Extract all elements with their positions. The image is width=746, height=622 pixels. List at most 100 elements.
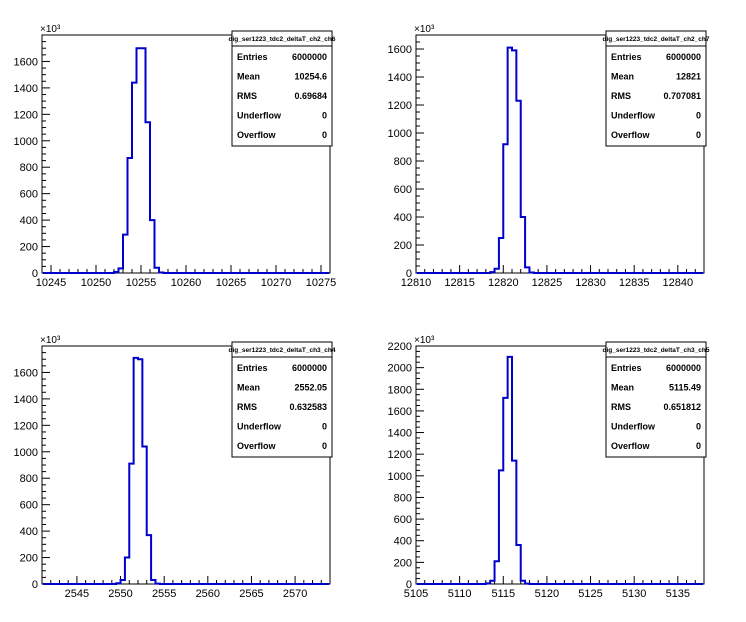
y-tick-label: 600 bbox=[20, 189, 38, 201]
stats-title: dig_ser1223_tdc2_deltaT_ch2_ch7 bbox=[603, 36, 710, 43]
y-tick-label: 0 bbox=[32, 268, 38, 280]
stats-value-mean: 2552.05 bbox=[294, 383, 327, 393]
y-tick-label: 0 bbox=[406, 579, 412, 591]
x-tick-label: 5135 bbox=[666, 588, 690, 600]
stats-key-overflow: Overflow bbox=[611, 130, 651, 140]
x-tick-label: 2545 bbox=[65, 588, 89, 600]
x-tick-label: 5110 bbox=[448, 588, 472, 600]
stats-value-overflow: 0 bbox=[322, 130, 327, 140]
x-tick-label: 2565 bbox=[239, 588, 263, 600]
x-tick-label: 10270 bbox=[261, 277, 292, 289]
y-tick-label: 1400 bbox=[388, 72, 412, 84]
x-tick-label: 12840 bbox=[663, 277, 694, 289]
y-tick-label: 1000 bbox=[388, 471, 412, 483]
y-tick-label: 400 bbox=[394, 536, 412, 548]
y-tick-label: 200 bbox=[394, 240, 412, 252]
stats-key-rms: RMS bbox=[611, 402, 631, 412]
stats-value-underflow: 0 bbox=[696, 111, 701, 121]
stats-value-overflow: 0 bbox=[322, 441, 327, 451]
stats-title: dig_ser1223_tdc2_deltaT_ch3_ch4 bbox=[229, 347, 336, 354]
stats-key-mean: Mean bbox=[237, 72, 260, 82]
x-tick-label: 2560 bbox=[196, 588, 220, 600]
stats-key-rms: RMS bbox=[237, 402, 257, 412]
stats-key-entries: Entries bbox=[237, 52, 268, 62]
y-tick-label: 1200 bbox=[388, 449, 412, 461]
x-tick-label: 12815 bbox=[444, 277, 475, 289]
histogram-line bbox=[43, 47, 329, 274]
y-tick-label: 1800 bbox=[388, 384, 412, 396]
y-tick-label: 400 bbox=[20, 215, 38, 227]
stats-value-entries: 6000000 bbox=[292, 52, 327, 62]
y-tick-label: 800 bbox=[394, 156, 412, 168]
x-tick-label: 10250 bbox=[81, 277, 112, 289]
x-tick-label: 12835 bbox=[619, 277, 650, 289]
stats-value-underflow: 0 bbox=[696, 422, 701, 432]
y-tick-label: 1400 bbox=[14, 83, 38, 95]
stats-key-overflow: Overflow bbox=[237, 130, 277, 140]
x-tick-label: 5115 bbox=[491, 588, 515, 600]
stats-title: dig_ser1223_tdc2_deltaT_ch2_ch6 bbox=[229, 36, 336, 43]
stats-value-rms: 0.707081 bbox=[663, 91, 701, 101]
y-tick-label: 1000 bbox=[14, 447, 38, 459]
y-tick-label: 0 bbox=[32, 579, 38, 591]
y-tick-label: 1600 bbox=[388, 406, 412, 418]
y-tick-label: 1000 bbox=[388, 128, 412, 140]
y-tick-label: 2200 bbox=[388, 341, 412, 353]
stats-value-entries: 6000000 bbox=[666, 52, 701, 62]
y-tick-label: 1600 bbox=[388, 44, 412, 56]
stats-box bbox=[605, 30, 707, 147]
y-tick-label: 1600 bbox=[14, 56, 38, 68]
x-tick-label: 12830 bbox=[575, 277, 606, 289]
histogram-line bbox=[43, 356, 329, 585]
stats-key-underflow: Underflow bbox=[611, 111, 656, 121]
stats-box bbox=[231, 30, 333, 147]
stats-value-entries: 6000000 bbox=[292, 363, 327, 373]
y-tick-label: 1200 bbox=[14, 109, 38, 121]
x-tick-label: 5120 bbox=[535, 588, 559, 600]
stats-value-underflow: 0 bbox=[322, 111, 327, 121]
stats-key-entries: Entries bbox=[611, 363, 642, 373]
y-tick-label: 600 bbox=[394, 514, 412, 526]
x-tick-label: 10260 bbox=[171, 277, 202, 289]
y-tick-label: 2000 bbox=[388, 363, 412, 375]
histogram-line bbox=[417, 355, 703, 585]
stats-key-mean: Mean bbox=[611, 383, 634, 393]
y-tick-label: 1200 bbox=[14, 420, 38, 432]
y-tick-label: 1200 bbox=[388, 100, 412, 112]
axis-exponent-label: ×10³ bbox=[414, 335, 435, 346]
y-tick-label: 1400 bbox=[14, 394, 38, 406]
stats-value-mean: 5115.49 bbox=[669, 383, 701, 393]
y-tick-label: 200 bbox=[394, 557, 412, 569]
axis-exponent-label: ×10³ bbox=[40, 24, 61, 35]
y-tick-label: 1600 bbox=[14, 367, 38, 379]
y-tick-label: 800 bbox=[394, 492, 412, 504]
y-tick-label: 400 bbox=[20, 526, 38, 538]
y-tick-label: 1000 bbox=[14, 136, 38, 148]
y-tick-label: 800 bbox=[20, 473, 38, 485]
y-tick-label: 0 bbox=[406, 268, 412, 280]
stats-box bbox=[231, 341, 333, 458]
stats-key-rms: RMS bbox=[611, 91, 631, 101]
stats-value-rms: 0.651812 bbox=[663, 402, 701, 412]
y-tick-label: 600 bbox=[20, 500, 38, 512]
x-tick-label: 10255 bbox=[126, 277, 157, 289]
x-tick-label: 2570 bbox=[283, 588, 307, 600]
stats-key-entries: Entries bbox=[237, 363, 268, 373]
stats-key-underflow: Underflow bbox=[237, 422, 282, 432]
stats-value-mean: 12821 bbox=[676, 72, 701, 82]
y-tick-label: 400 bbox=[394, 212, 412, 224]
stats-key-underflow: Underflow bbox=[611, 422, 656, 432]
x-tick-label: 10275 bbox=[306, 277, 337, 289]
x-tick-label: 10245 bbox=[36, 277, 67, 289]
x-tick-label: 5130 bbox=[622, 588, 646, 600]
stats-value-rms: 0.632583 bbox=[289, 402, 327, 412]
stats-key-overflow: Overflow bbox=[611, 441, 651, 451]
stats-value-rms: 0.69684 bbox=[294, 91, 327, 101]
y-tick-label: 800 bbox=[20, 162, 38, 174]
stats-value-underflow: 0 bbox=[322, 422, 327, 432]
stats-key-rms: RMS bbox=[237, 91, 257, 101]
stats-title: dig_ser1223_tdc2_deltaT_ch3_ch5 bbox=[603, 347, 710, 354]
y-tick-label: 200 bbox=[20, 242, 38, 254]
stats-value-overflow: 0 bbox=[696, 441, 701, 451]
